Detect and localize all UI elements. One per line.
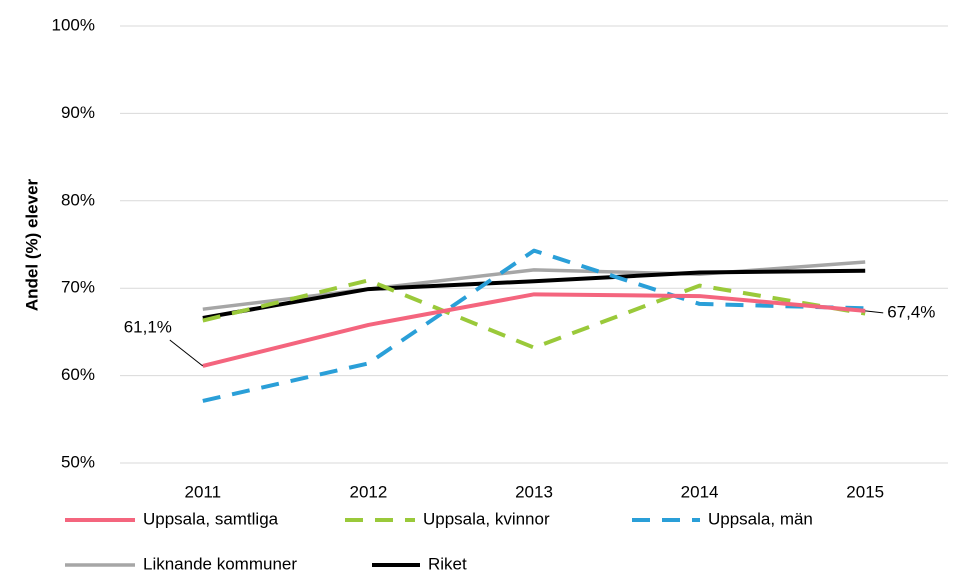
legend-label: Liknande kommuner: [143, 554, 297, 573]
legend-label: Uppsala, män: [708, 509, 813, 528]
series-line: [202, 248, 866, 403]
data-label: 61,1%: [124, 317, 172, 336]
y-tick-label: 60%: [61, 365, 95, 384]
legend-label: Riket: [428, 554, 467, 573]
series-line: [202, 278, 866, 350]
y-tick-label: 80%: [61, 190, 95, 209]
x-tick-label: 2014: [681, 482, 719, 501]
data-label: 67,4%: [887, 302, 935, 321]
y-tick-label: 100%: [52, 15, 95, 34]
y-tick-label: 90%: [61, 103, 95, 122]
x-tick-label: 2012: [349, 482, 387, 501]
x-tick-label: 2013: [515, 482, 553, 501]
legend-label: Uppsala, kvinnor: [423, 509, 550, 528]
x-tick-label: 2015: [846, 482, 884, 501]
legend-label: Uppsala, samtliga: [143, 509, 279, 528]
y-tick-label: 70%: [61, 278, 95, 297]
series-line: [202, 268, 866, 320]
leader-line: [169, 339, 204, 367]
leader-line: [865, 310, 884, 314]
x-tick-label: 2011: [185, 482, 222, 501]
y-tick-label: 50%: [61, 452, 95, 471]
y-axis-label: Andel (%) elever: [22, 178, 41, 311]
series-line: [202, 292, 866, 368]
